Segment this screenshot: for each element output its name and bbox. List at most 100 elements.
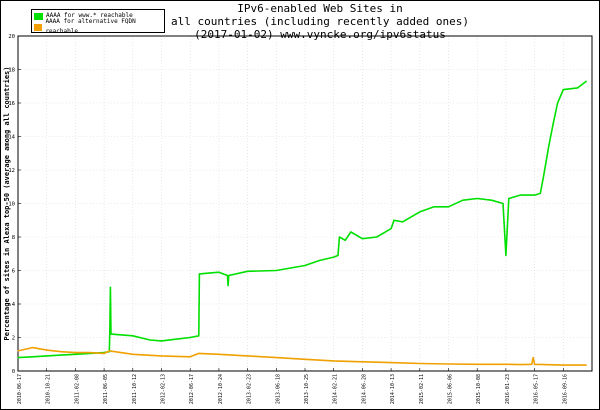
- data-point: [198, 352, 200, 355]
- x-tick-label: 2011-06-05: [103, 374, 109, 404]
- legend-item: AAAA for www.* reachable: [32, 11, 164, 21]
- data-point: [337, 254, 339, 257]
- data-point: [60, 351, 62, 353]
- data-point: [350, 231, 352, 233]
- data-point: [218, 271, 220, 273]
- data-point: [490, 199, 493, 201]
- x-tick-label: 2014-02-21: [333, 374, 339, 404]
- data-point: [548, 144, 550, 146]
- data-point: [390, 228, 392, 230]
- data-point: [46, 355, 48, 357]
- data-point: [74, 353, 76, 355]
- x-tick-label: 2014-06-28: [361, 374, 367, 404]
- legend-swatch: [34, 12, 43, 20]
- x-tick-label: 2011-10-12: [132, 374, 138, 404]
- x-tick-label: 2016-05-17: [534, 374, 540, 404]
- data-point: [109, 350, 111, 352]
- data-point: [552, 122, 554, 124]
- x-tick-label: 2012-02-13: [161, 374, 167, 404]
- data-point: [419, 211, 421, 213]
- x-tick-label: 2010-06-17: [17, 374, 23, 404]
- data-point: [542, 177, 544, 179]
- data-point: [585, 80, 587, 82]
- data-point: [545, 161, 547, 163]
- data-point: [361, 361, 363, 363]
- data-point: [46, 349, 48, 351]
- x-tick-label: 2011-02-08: [74, 374, 80, 404]
- data-point: [31, 356, 33, 358]
- data-point: [407, 217, 409, 220]
- data-point: [476, 363, 478, 365]
- y-tick-label: 4: [12, 302, 16, 308]
- x-tick-label: 2013-02-23: [247, 374, 253, 404]
- data-point: [447, 206, 450, 208]
- data-point: [198, 335, 200, 337]
- data-point: [89, 351, 91, 354]
- x-tick-label: 2013-06-18: [275, 374, 281, 404]
- data-point: [534, 363, 536, 365]
- legend-label: AAAA for alternative FQDN reachable: [45, 18, 136, 35]
- data-point: [160, 340, 163, 342]
- data-point: [562, 364, 564, 366]
- data-point: [149, 339, 151, 341]
- x-tick-label: 2010-10-21: [46, 374, 52, 404]
- data-point: [539, 192, 541, 195]
- x-tick-label: 2015-02-11: [419, 374, 425, 404]
- y-tick-label: 10: [8, 202, 15, 208]
- data-point: [189, 356, 191, 358]
- chart-title-line: all countries (including recently added …: [170, 15, 469, 28]
- chart-title-line: IPv6-enabled Web Sites in: [237, 2, 403, 15]
- data-point: [110, 333, 112, 335]
- data-point: [519, 194, 521, 196]
- data-point: [462, 199, 464, 201]
- data-point: [189, 336, 191, 339]
- data-point: [361, 238, 363, 240]
- data-point: [175, 338, 177, 340]
- series-line: [17, 80, 587, 359]
- data-point: [556, 102, 559, 104]
- data-point: [109, 286, 112, 288]
- data-point: [338, 236, 341, 238]
- data-point: [531, 363, 533, 365]
- data-point: [275, 269, 277, 272]
- data-point: [585, 364, 587, 366]
- data-point: [103, 352, 105, 355]
- data-point: [60, 354, 62, 356]
- data-point: [447, 363, 450, 365]
- data-point: [534, 194, 536, 196]
- chart-title: IPv6-enabled Web Sites in all countries …: [170, 2, 470, 41]
- data-point: [218, 353, 220, 355]
- y-tick-label: 12: [8, 168, 15, 174]
- y-tick-label: 6: [12, 269, 15, 275]
- data-point: [401, 221, 404, 223]
- data-point: [390, 362, 392, 364]
- chart-title-line: (2017-01-02) www.vyncke.org/ipv6status: [194, 28, 446, 41]
- data-point: [227, 284, 229, 287]
- x-tick-label: 2015-10-08: [476, 374, 482, 404]
- data-point: [562, 89, 564, 91]
- legend-swatch: [34, 23, 43, 31]
- x-tick-label: 2012-10-24: [218, 374, 224, 404]
- data-point: [433, 206, 435, 208]
- data-point: [160, 355, 163, 357]
- data-point: [17, 357, 19, 359]
- data-point: [74, 351, 76, 354]
- data-point: [226, 274, 229, 277]
- data-point: [532, 357, 534, 359]
- y-tick-label: 0: [12, 369, 15, 375]
- data-point: [419, 362, 421, 365]
- x-tick-label: 2012-06-17: [189, 374, 195, 404]
- chart-legend: AAAA for www.* reachable AAAA for altern…: [31, 9, 165, 35]
- data-point: [505, 363, 507, 365]
- data-point: [247, 270, 249, 272]
- data-point: [502, 202, 504, 205]
- y-tick-label: 14: [8, 135, 15, 141]
- y-tick-label: 2: [12, 336, 15, 342]
- y-tick-label: 18: [8, 68, 15, 74]
- y-tick-label: 16: [8, 101, 15, 107]
- data-point: [519, 364, 521, 366]
- data-point: [198, 273, 200, 275]
